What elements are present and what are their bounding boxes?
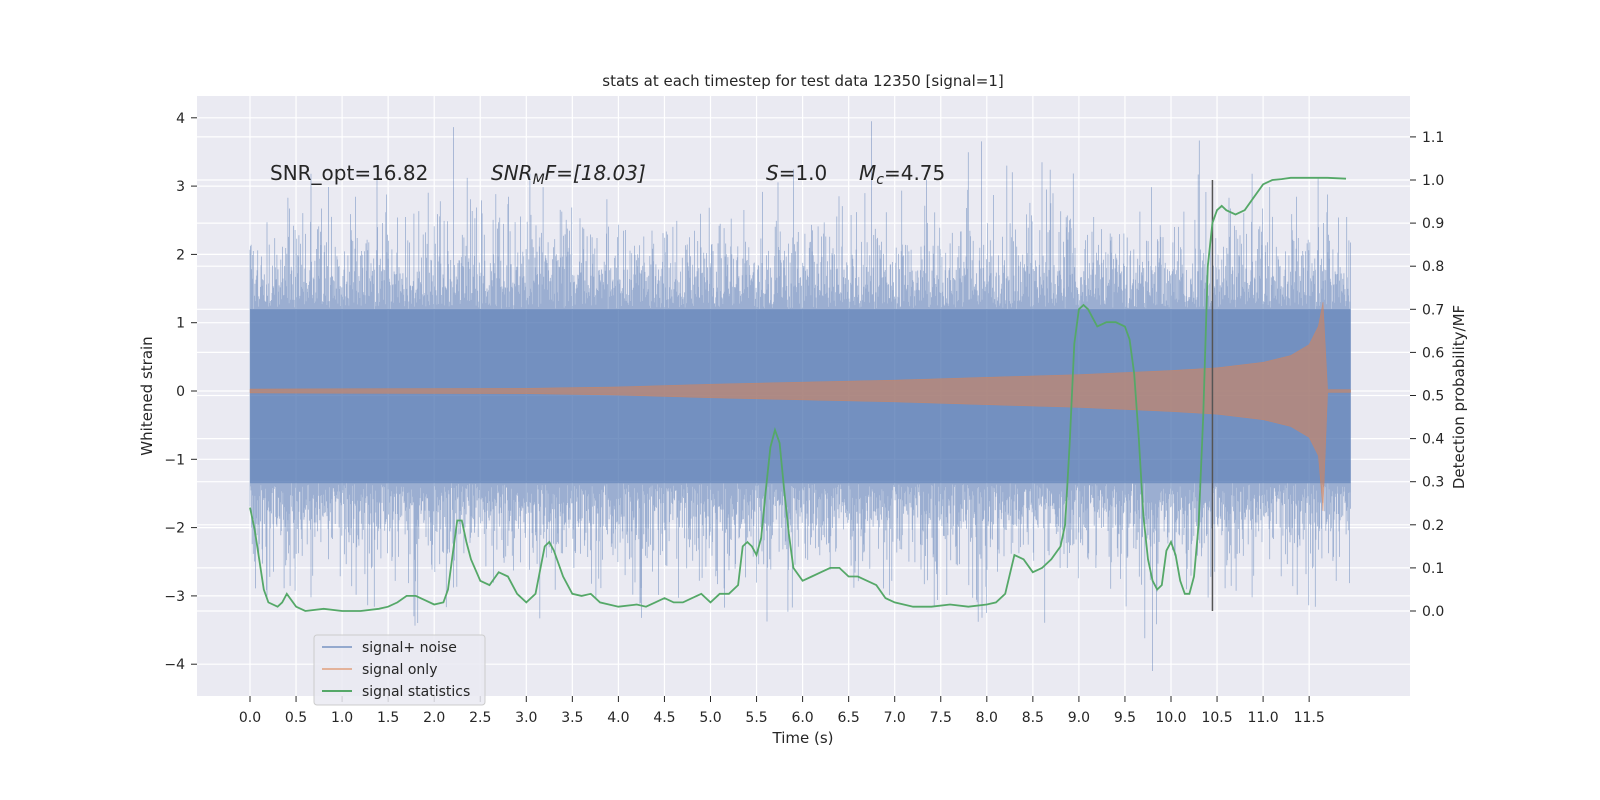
x-tick-label: 5.0 bbox=[699, 710, 721, 726]
x-tick-label: 11.5 bbox=[1294, 710, 1325, 726]
annotation-snr-mf-rest-f: F=[18.03] bbox=[545, 161, 646, 185]
annotation-mc-sub: c bbox=[876, 172, 884, 188]
legend-label-signal-statistics: signal statistics bbox=[362, 684, 470, 700]
y-tick-label: 3 bbox=[176, 179, 185, 195]
y-tick-label: −3 bbox=[164, 589, 185, 605]
annotation-s: S=1.0 bbox=[766, 161, 827, 185]
y2-tick-label: 0.2 bbox=[1422, 518, 1444, 534]
annotation-mc-value: =4.75 bbox=[884, 161, 945, 185]
legend: signal+ noise signal only signal statist… bbox=[313, 634, 486, 706]
legend-box bbox=[313, 634, 486, 706]
x-tick-label: 2.0 bbox=[423, 710, 445, 726]
series-signal-only bbox=[249, 302, 1351, 511]
series-signal-statistics bbox=[249, 176, 1347, 612]
legend-label-signal-noise: signal+ noise bbox=[362, 640, 457, 656]
y-tick-label: 2 bbox=[176, 247, 185, 263]
annotation-snr-mf-base: SNR bbox=[491, 161, 533, 185]
y2-tick-label: 0.1 bbox=[1422, 561, 1444, 577]
x-tick-label: 3.0 bbox=[515, 710, 537, 726]
x-tick-label: 10.5 bbox=[1201, 710, 1232, 726]
y2-tick-label: 1.1 bbox=[1422, 130, 1444, 146]
x-tick-label: 3.5 bbox=[561, 710, 583, 726]
y2-tick-label: 0.4 bbox=[1422, 432, 1444, 448]
y2-tick-label: 0.3 bbox=[1422, 475, 1444, 491]
y2-tick-label: 0.6 bbox=[1422, 345, 1444, 361]
legend-label-signal-only: signal only bbox=[362, 662, 437, 678]
x-tick-label: 10.0 bbox=[1155, 710, 1186, 726]
x-tick-label: 11.0 bbox=[1248, 710, 1279, 726]
y-axis-ticks: 4 3 2 1 0 −1 −2 −3 −4 bbox=[164, 111, 197, 673]
x-tick-label: 7.5 bbox=[930, 710, 952, 726]
x-tick-label: 8.5 bbox=[1022, 710, 1044, 726]
x-tick-label: 5.5 bbox=[745, 710, 767, 726]
annotation-mc-base: M bbox=[859, 161, 876, 185]
x-tick-label: 4.0 bbox=[607, 710, 629, 726]
chart-title: stats at each timestep for test data 123… bbox=[602, 72, 1003, 90]
x-tick-label: 2.5 bbox=[469, 710, 491, 726]
y2-axis-ticks: 1.1 1.0 0.9 0.8 0.7 0.6 0.5 0.4 0.3 0.2 0.1 0.0 bbox=[1410, 130, 1444, 620]
x-tick-label: 6.0 bbox=[791, 710, 813, 726]
y-tick-label: −2 bbox=[164, 521, 185, 537]
y2-tick-label: 1.0 bbox=[1422, 173, 1444, 189]
y-tick-label: −4 bbox=[164, 657, 185, 673]
y2-tick-label: 0.9 bbox=[1422, 216, 1444, 232]
x-tick-label: 1.5 bbox=[377, 710, 399, 726]
y2-tick-label: 0.5 bbox=[1422, 389, 1444, 405]
y-tick-label: −1 bbox=[164, 452, 185, 468]
y2-tick-label: 0.7 bbox=[1422, 302, 1444, 318]
y2-tick-label: 0.0 bbox=[1422, 604, 1444, 620]
x-tick-label: 4.5 bbox=[653, 710, 675, 726]
y-tick-label: 1 bbox=[176, 316, 185, 332]
y-tick-label: 0 bbox=[176, 384, 185, 400]
x-tick-label: 0.0 bbox=[239, 710, 261, 726]
annotation-snr-opt: SNR_opt=16.82 bbox=[270, 161, 428, 185]
x-axis-label: Time (s) bbox=[772, 729, 834, 747]
x-tick-label: 6.5 bbox=[838, 710, 860, 726]
y2-axis-label: Detection probability/MF bbox=[1450, 305, 1468, 489]
y-tick-label: 4 bbox=[176, 111, 185, 127]
x-tick-label: 7.0 bbox=[884, 710, 906, 726]
annotation-snr-mf-sub: M bbox=[533, 172, 545, 188]
y-axis-label: Whitened strain bbox=[138, 336, 156, 455]
x-tick-label: 9.5 bbox=[1114, 710, 1136, 726]
annotation-s-symbol: S bbox=[766, 161, 779, 185]
x-tick-label: 0.5 bbox=[285, 710, 307, 726]
x-tick-label: 1.0 bbox=[331, 710, 353, 726]
annotation-snr-mf: SNRMF=[18.03] bbox=[491, 161, 646, 188]
y2-tick-label: 0.8 bbox=[1422, 259, 1444, 275]
x-tick-label: 8.0 bbox=[976, 710, 998, 726]
annotation-s-value: =1.0 bbox=[779, 161, 828, 185]
x-axis-ticks: 0.0 0.5 1.0 1.5 2.0 2.5 3.0 3.5 4.0 4.5 5.0 5.5 6.0 6… bbox=[239, 696, 1325, 726]
x-tick-label: 9.0 bbox=[1068, 710, 1090, 726]
annotation-mc: Mc=4.75 bbox=[859, 161, 945, 188]
